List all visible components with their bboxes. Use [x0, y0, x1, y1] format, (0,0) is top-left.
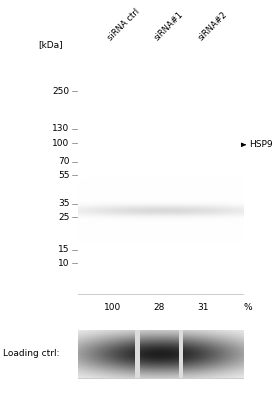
- Text: siRNA#1: siRNA#1: [153, 10, 185, 42]
- Bar: [135, 330, 140, 378]
- Text: 25: 25: [58, 213, 69, 222]
- Bar: [179, 330, 183, 378]
- Bar: [78, 46, 243, 294]
- Text: 100: 100: [104, 304, 122, 312]
- Text: 55: 55: [58, 171, 69, 180]
- Text: 31: 31: [197, 304, 208, 312]
- Text: 130: 130: [52, 124, 69, 133]
- Text: Loading ctrl:: Loading ctrl:: [3, 350, 59, 358]
- Text: 15: 15: [58, 246, 69, 254]
- Text: 10: 10: [58, 259, 69, 268]
- Text: 70: 70: [58, 157, 69, 166]
- Text: siRNA#2: siRNA#2: [196, 10, 229, 42]
- Text: 28: 28: [153, 304, 165, 312]
- Text: 250: 250: [52, 87, 69, 96]
- Text: 35: 35: [58, 200, 69, 208]
- Text: siRNA ctrl: siRNA ctrl: [107, 6, 142, 42]
- Text: [kDa]: [kDa]: [38, 40, 63, 49]
- Text: 100: 100: [52, 139, 69, 148]
- Text: %: %: [243, 304, 252, 312]
- Text: HSP90B1: HSP90B1: [249, 140, 272, 149]
- Bar: [78, 330, 243, 378]
